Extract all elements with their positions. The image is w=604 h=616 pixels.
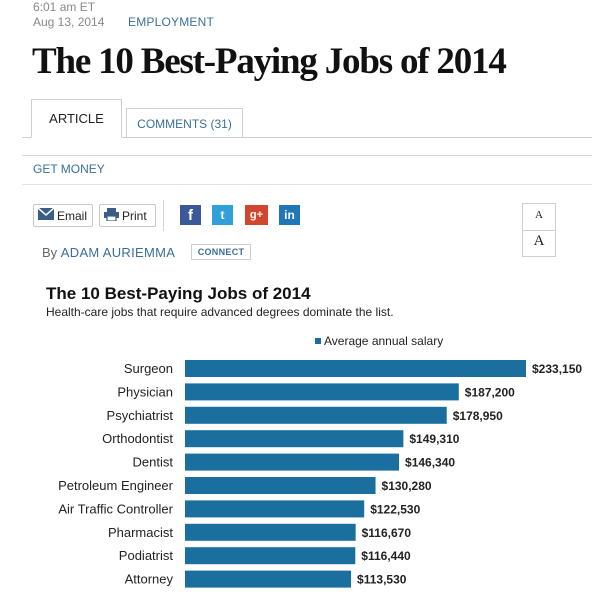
tab-comments[interactable]: COMMENTS (31)	[126, 108, 243, 138]
font-size-divider	[523, 230, 555, 231]
print-button[interactable]: Print	[99, 204, 156, 227]
value-label: $116,670	[362, 526, 412, 540]
font-size-control: A A	[522, 203, 556, 257]
value-label: $178,950	[453, 409, 503, 423]
bar	[185, 406, 447, 424]
twitter-icon[interactable]: t	[212, 205, 233, 225]
category-link[interactable]: EMPLOYMENT	[128, 15, 215, 29]
email-label: Email	[57, 208, 88, 223]
bar	[185, 360, 526, 377]
section-divider	[22, 155, 592, 156]
value-label: $113,530	[357, 573, 407, 587]
section-divider-bottom	[22, 184, 592, 185]
bar	[185, 430, 404, 448]
category-label: Pharmacist	[108, 525, 173, 540]
chart-legend: Average annual salary	[315, 334, 443, 348]
category-label: Podiatrist	[119, 548, 174, 563]
tab-article[interactable]: ARTICLE	[31, 99, 122, 138]
value-label: $187,200	[465, 385, 515, 399]
author-link[interactable]: ADAM AURIEMMA	[60, 245, 176, 260]
bar	[185, 453, 400, 471]
email-button[interactable]: Email	[33, 204, 93, 227]
value-label: $116,440	[361, 549, 411, 563]
bar-chart: Surgeon $233,150 Physician $187,200 Psychiat…	[58, 360, 582, 588]
category-label: Dentist	[133, 455, 174, 470]
publish-date: Aug 13, 2014	[33, 15, 105, 29]
increase-font-button[interactable]: A	[533, 233, 545, 249]
bar	[185, 547, 356, 565]
category-label: Air Traffic Controller	[58, 501, 173, 516]
value-label: $146,340	[405, 456, 455, 470]
share-separator	[163, 200, 164, 231]
category-label: Psychiatrist	[107, 408, 174, 423]
connect-button[interactable]: CONNECT	[191, 244, 251, 260]
linkedin-icon[interactable]: in	[279, 205, 300, 225]
tab-divider	[22, 137, 592, 138]
category-label: Petroleum Engineer	[58, 478, 174, 493]
timestamp: 6:01 am ET	[33, 0, 96, 14]
printer-icon	[104, 207, 119, 224]
category-label: Attorney	[125, 572, 174, 587]
envelope-icon	[37, 207, 55, 223]
chart-title: The 10 Best-Paying Jobs of 2014	[46, 284, 311, 303]
category-label: Physician	[117, 384, 173, 399]
legend-label: Average annual salary	[324, 334, 444, 348]
bar	[185, 500, 365, 518]
bar	[185, 523, 356, 541]
facebook-icon[interactable]: f	[180, 205, 201, 225]
value-label: $130,280	[382, 479, 432, 493]
section-link[interactable]: GET MONEY	[33, 162, 105, 176]
category-label: Surgeon	[124, 361, 173, 376]
byline: By ADAM AURIEMMA	[42, 245, 175, 260]
byline-prefix: By	[42, 245, 58, 260]
value-label: $149,310	[409, 432, 459, 446]
bar	[185, 477, 376, 494]
decrease-font-button[interactable]: A	[535, 209, 543, 221]
value-label: $122,530	[370, 502, 420, 516]
legend-swatch	[315, 338, 321, 344]
category-label: Orthodontist	[102, 431, 173, 446]
bar	[185, 383, 459, 401]
value-label: $233,150	[532, 362, 582, 376]
print-label: Print	[122, 208, 147, 223]
chart-subtitle: Health-care jobs that require advanced d…	[46, 305, 394, 319]
bar	[185, 570, 352, 588]
google-plus-icon[interactable]: g+	[245, 205, 268, 225]
page-title: The 10 Best-Paying Jobs of 2014	[32, 41, 507, 82]
